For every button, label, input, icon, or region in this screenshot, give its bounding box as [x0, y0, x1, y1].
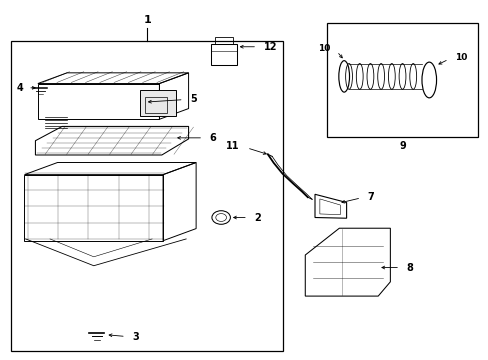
Bar [211, 44, 236, 64]
Bar [326, 23, 477, 137]
Text: 12: 12 [264, 42, 277, 52]
Text: 3: 3 [132, 332, 139, 342]
Bar [140, 90, 176, 116]
Text: 10: 10 [318, 44, 330, 53]
Bar [144, 97, 166, 113]
Text: 10: 10 [454, 53, 467, 62]
Bar [11, 41, 283, 351]
Bar [215, 37, 232, 44]
Text: 9: 9 [398, 141, 405, 152]
Text: 2: 2 [254, 212, 261, 222]
Text: 4: 4 [17, 83, 23, 93]
Text: 6: 6 [209, 133, 216, 143]
Text: 11: 11 [225, 141, 239, 152]
Text: 5: 5 [190, 94, 196, 104]
Text: 8: 8 [406, 262, 412, 273]
Text: 7: 7 [367, 192, 373, 202]
Text: 1: 1 [143, 15, 151, 24]
